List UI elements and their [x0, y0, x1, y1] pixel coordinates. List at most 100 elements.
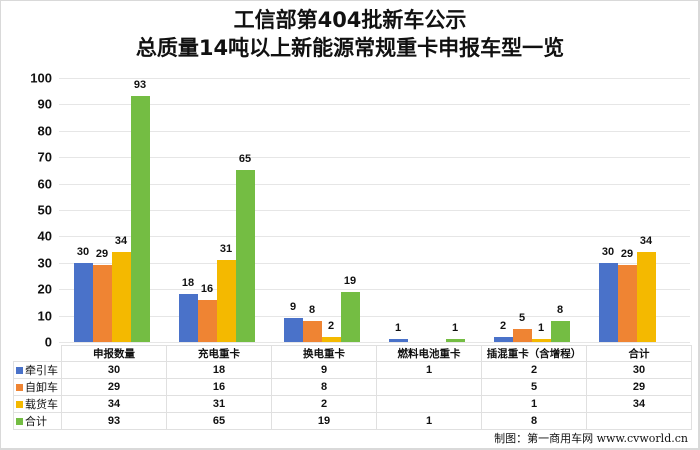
bar [179, 294, 198, 342]
table-row: 自卸车 29 16 8 5 29 [13, 378, 692, 396]
bar-value-label: 34 [114, 235, 128, 248]
table-cell: 30 [61, 361, 167, 379]
y-tick-label: 20 [37, 281, 52, 297]
y-tick-label: 50 [37, 202, 52, 218]
bar-value-label: 29 [95, 248, 109, 261]
table-cell [376, 378, 482, 396]
bar [637, 252, 656, 342]
table-cell: 8 [481, 412, 587, 430]
legend-swatch-icon [16, 384, 23, 391]
bar-value-label: 19 [343, 274, 357, 287]
table-cell: 2 [481, 361, 587, 379]
bar [551, 320, 570, 342]
table-cell [376, 395, 482, 413]
table-cell: 34 [61, 395, 167, 413]
chart-title-line1: 工信部第404批新车公示 [233, 8, 467, 32]
y-tick-label: 0 [44, 334, 52, 350]
bar [236, 170, 255, 342]
y-tick-label: 30 [37, 255, 52, 271]
table-cell: 93 [61, 412, 167, 430]
chart-title-line2: 总质量14吨以上新能源常规重卡申报车型一览 [135, 36, 565, 60]
bar-value-label: 29 [620, 248, 634, 261]
table-cell: 16 [166, 378, 272, 396]
row-label: 载货车 [25, 398, 58, 411]
bar [513, 328, 532, 342]
gridline [59, 289, 690, 291]
table-cell: 1 [481, 395, 587, 413]
bar-value-label: 1 [537, 322, 545, 335]
bar [599, 262, 618, 342]
table-row: 载货车 34 31 2 1 34 [13, 395, 692, 413]
table-cell: 1 [376, 412, 482, 430]
bar-value-label: 1 [394, 322, 402, 335]
table-cell: 5 [481, 378, 587, 396]
legend-row-label: 合计 [13, 412, 62, 430]
table-header: 插混重卡（含增程） [481, 345, 587, 362]
legend-swatch-icon [16, 401, 23, 408]
gridline [59, 104, 690, 106]
y-tick-label: 80 [37, 123, 52, 139]
row-label: 牵引车 [25, 364, 58, 377]
table-cell: 31 [166, 395, 272, 413]
y-tick-label: 100 [30, 70, 52, 86]
bar [93, 265, 112, 342]
y-tick-label: 40 [37, 228, 52, 244]
y-tick-label: 70 [37, 149, 52, 165]
table-corner [13, 345, 62, 362]
gridline [59, 183, 690, 185]
table-cell: 30 [586, 361, 692, 379]
bar-value-label: 2 [499, 319, 507, 332]
table-header: 换电重卡 [271, 345, 377, 362]
bar [446, 339, 465, 342]
bar-value-label: 16 [200, 282, 214, 295]
gridline [59, 210, 690, 211]
table-header: 充电重卡 [166, 345, 272, 362]
bar [532, 339, 551, 342]
bar [284, 318, 303, 342]
bar-value-label: 2 [327, 319, 335, 332]
row-label: 合计 [25, 415, 47, 428]
bar [322, 336, 341, 342]
table-cell [586, 412, 692, 430]
bar [389, 339, 408, 342]
table-cell: 34 [586, 395, 692, 413]
bar [618, 265, 637, 342]
y-tick-label: 90 [37, 96, 52, 112]
table-cell: 8 [271, 378, 377, 396]
bar-value-label: 31 [219, 243, 233, 256]
y-axis: 0 10 20 30 40 50 60 70 80 90 100 [0, 0, 59, 450]
bar [303, 320, 322, 342]
bar-value-label: 1 [451, 322, 459, 335]
bar-value-label: 8 [308, 303, 316, 316]
y-tick-label: 60 [37, 176, 52, 192]
table-header: 申报数量 [61, 345, 167, 362]
table-cell: 29 [61, 378, 167, 396]
table-cell: 9 [271, 361, 377, 379]
gridline [59, 236, 690, 238]
bar-value-label: 5 [518, 311, 526, 324]
bar-value-label: 93 [133, 79, 147, 92]
y-tick-label: 10 [37, 308, 52, 324]
table-cell: 65 [166, 412, 272, 430]
gridline [59, 342, 690, 343]
bar-value-label: 18 [181, 277, 195, 290]
bar [131, 96, 150, 342]
bar [341, 291, 360, 342]
gridline [59, 262, 690, 264]
row-label: 自卸车 [25, 381, 58, 394]
table-cell: 2 [271, 395, 377, 413]
bar [74, 262, 93, 342]
bar-value-label: 30 [76, 245, 90, 258]
legend-swatch-icon [16, 367, 23, 374]
legend-swatch-icon [16, 418, 23, 425]
table-cell: 1 [376, 361, 482, 379]
table-header-row: 申报数量 充电重卡 换电重卡 燃料电池重卡 插混重卡（含增程） 合计 [13, 345, 692, 362]
table-header: 合计 [586, 345, 692, 362]
table-row: 合计 93 65 19 1 8 [13, 412, 692, 430]
table-header: 燃料电池重卡 [376, 345, 482, 362]
bar [112, 252, 131, 342]
bar-value-label: 34 [639, 235, 653, 248]
legend-row-label: 载货车 [13, 395, 62, 413]
gridline [59, 315, 690, 317]
bar [198, 299, 217, 342]
